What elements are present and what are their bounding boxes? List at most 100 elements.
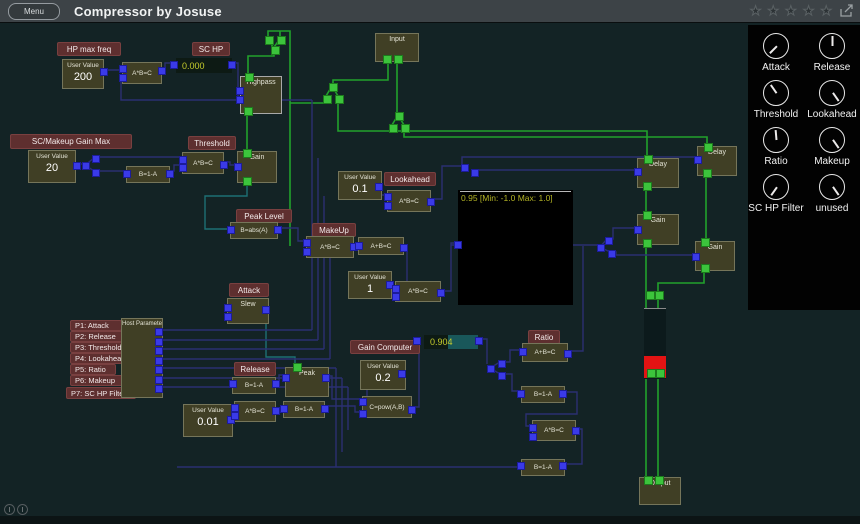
control-port[interactable]	[392, 293, 400, 301]
control-port[interactable]	[559, 390, 567, 398]
control-port[interactable]	[100, 68, 108, 76]
control-port[interactable]	[359, 410, 367, 418]
op-node[interactable]: B=1-A	[232, 377, 276, 394]
peak-node[interactable]: Peak	[285, 367, 329, 397]
control-port[interactable]	[303, 248, 311, 256]
control-port[interactable]	[231, 412, 239, 420]
signal-port[interactable]	[643, 211, 652, 220]
control-port[interactable]	[73, 162, 81, 170]
level-meter[interactable]	[644, 308, 666, 379]
control-port[interactable]	[119, 74, 127, 82]
control-port[interactable]	[166, 170, 174, 178]
control-port[interactable]	[274, 226, 282, 234]
signal-port[interactable]	[293, 363, 302, 372]
control-port[interactable]	[694, 156, 702, 164]
signal-port[interactable]	[644, 155, 653, 164]
op-node[interactable]: C=pow(A,B)	[362, 396, 412, 418]
control-port[interactable]	[119, 65, 127, 73]
control-port[interactable]	[322, 374, 330, 382]
comment-label[interactable]: P2: Release	[70, 331, 126, 342]
control-port[interactable]	[461, 164, 469, 172]
number-display[interactable]: 0.000	[176, 58, 232, 73]
scope-display[interactable]: 0.95 [Min: -1.0 Max: 1.0]	[458, 190, 573, 305]
comment-label[interactable]: Peak Level	[236, 209, 292, 223]
user-value-node[interactable]: User Value 0.2	[360, 360, 406, 390]
star-icon[interactable]: ★	[820, 3, 833, 19]
comment-label[interactable]: Ratio	[528, 330, 560, 344]
menu-button[interactable]: Menu	[8, 2, 60, 20]
user-value-node[interactable]: User Value 20	[28, 150, 76, 183]
comment-label[interactable]: P5: Ratio	[70, 364, 116, 375]
control-port[interactable]	[321, 405, 329, 413]
user-value-node[interactable]: User Value 200	[62, 59, 104, 89]
star-icon[interactable]: ★	[785, 3, 798, 19]
control-port[interactable]	[236, 87, 244, 95]
op-node[interactable]: B=abs(A)	[230, 222, 278, 239]
knob-ratio[interactable]	[763, 127, 789, 153]
knob-release[interactable]	[819, 33, 845, 59]
control-port[interactable]	[224, 304, 232, 312]
control-port[interactable]	[227, 226, 235, 234]
control-port[interactable]	[170, 61, 178, 69]
signal-port[interactable]	[394, 55, 403, 64]
control-port[interactable]	[519, 348, 527, 356]
control-port[interactable]	[517, 390, 525, 398]
control-port[interactable]	[280, 405, 288, 413]
control-port[interactable]	[471, 169, 479, 177]
star-icon[interactable]: ★	[749, 3, 762, 19]
control-port[interactable]	[498, 360, 506, 368]
signal-port[interactable]	[644, 476, 653, 485]
signal-port[interactable]	[323, 95, 332, 104]
comment-label[interactable]: SC/Makeup Gain Max	[10, 134, 132, 149]
control-port[interactable]	[634, 226, 642, 234]
op-node[interactable]: A*B=C	[532, 420, 576, 441]
control-port[interactable]	[282, 374, 290, 382]
control-port[interactable]	[498, 372, 506, 380]
op-node[interactable]: A*B=C	[234, 401, 276, 422]
control-port[interactable]	[155, 347, 163, 355]
control-port[interactable]	[408, 406, 416, 414]
control-port[interactable]	[303, 239, 311, 247]
control-port[interactable]	[155, 366, 163, 374]
control-port[interactable]	[437, 289, 445, 297]
signal-port[interactable]	[643, 182, 652, 191]
knob-attack[interactable]	[763, 33, 789, 59]
control-port[interactable]	[231, 404, 239, 412]
control-port[interactable]	[179, 156, 187, 164]
control-port[interactable]	[605, 237, 613, 245]
knob-sc-hp-filter[interactable]	[763, 174, 789, 200]
control-port[interactable]	[92, 155, 100, 163]
control-port[interactable]	[692, 253, 700, 261]
number-display[interactable]: 0.904	[424, 335, 478, 349]
comment-label[interactable]: P6: Makeup	[70, 375, 126, 386]
op-node[interactable]: A+B=C	[522, 343, 568, 362]
comment-label[interactable]: Lookahead	[384, 172, 436, 186]
control-port[interactable]	[355, 242, 363, 250]
control-port[interactable]	[413, 337, 421, 345]
comment-label[interactable]: SC HP	[192, 42, 230, 56]
comment-label[interactable]: Release	[234, 362, 276, 376]
control-port[interactable]	[272, 407, 280, 415]
canvas-control-button-2[interactable]	[17, 504, 28, 515]
op-node[interactable]: A*B=C	[122, 62, 162, 84]
signal-port[interactable]	[703, 169, 712, 178]
control-port[interactable]	[224, 313, 232, 321]
control-port[interactable]	[634, 168, 642, 176]
op-node[interactable]: A*B=C	[306, 236, 354, 258]
signal-port[interactable]	[655, 476, 664, 485]
op-node[interactable]: A*B=C	[387, 190, 431, 212]
control-port[interactable]	[559, 462, 567, 470]
control-port[interactable]	[272, 380, 280, 388]
control-port[interactable]	[564, 350, 572, 358]
knob-threshold[interactable]	[763, 80, 789, 106]
control-port[interactable]	[155, 338, 163, 346]
signal-port[interactable]	[265, 36, 274, 45]
control-port[interactable]	[400, 244, 408, 252]
op-node[interactable]: A+B=C	[358, 237, 404, 255]
control-port[interactable]	[155, 357, 163, 365]
knob-unused[interactable]	[819, 174, 845, 200]
control-port[interactable]	[155, 376, 163, 384]
signal-port[interactable]	[335, 95, 344, 104]
user-value-node[interactable]: User Value 0.1	[338, 171, 382, 200]
comment-label[interactable]: P7: SC HP Filter	[66, 387, 136, 399]
